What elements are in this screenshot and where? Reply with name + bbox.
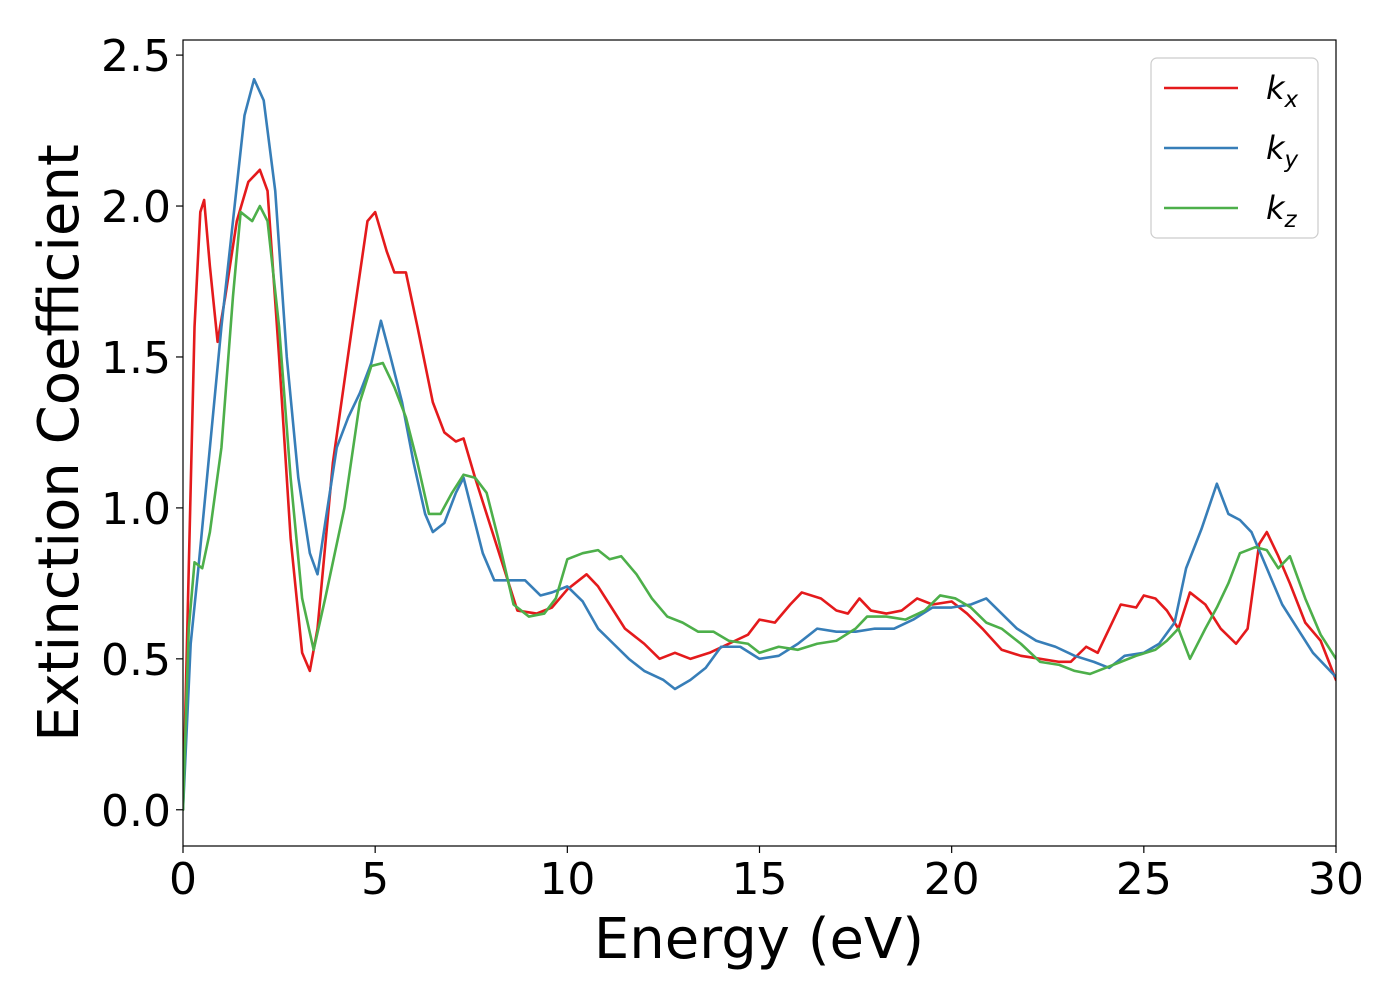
series-line-kz (183, 204, 1336, 812)
x-tick-label: 0 (169, 854, 197, 905)
y-tick-label: 2.0 (101, 182, 171, 233)
legend: kx ky kz (1150, 57, 1319, 239)
plot-area (183, 40, 1336, 846)
y-tick-label: 0.0 (101, 786, 171, 837)
y-tick-label: 0.5 (101, 635, 171, 686)
x-tick-label: 5 (361, 854, 389, 905)
y-tick-label: 2.5 (101, 31, 171, 82)
legend-label-kx: kx (1266, 69, 1299, 113)
series-line-kx (183, 168, 1336, 812)
legend-label-ky: ky (1266, 129, 1299, 173)
x-tick-label: 10 (539, 854, 595, 905)
x-tick-label: 25 (1116, 854, 1172, 905)
series-line-ky (183, 77, 1336, 812)
x-axis-label: Energy (eV) (594, 907, 924, 972)
legend-label-kz: kz (1266, 189, 1298, 233)
x-tick-label: 30 (1308, 854, 1364, 905)
y-tick-label: 1.0 (101, 484, 171, 535)
y-tick-label: 1.5 (101, 333, 171, 384)
x-tick-label: 15 (732, 854, 788, 905)
y-axis-label: Extinction Coefficient (27, 144, 92, 742)
x-tick-label: 20 (924, 854, 980, 905)
